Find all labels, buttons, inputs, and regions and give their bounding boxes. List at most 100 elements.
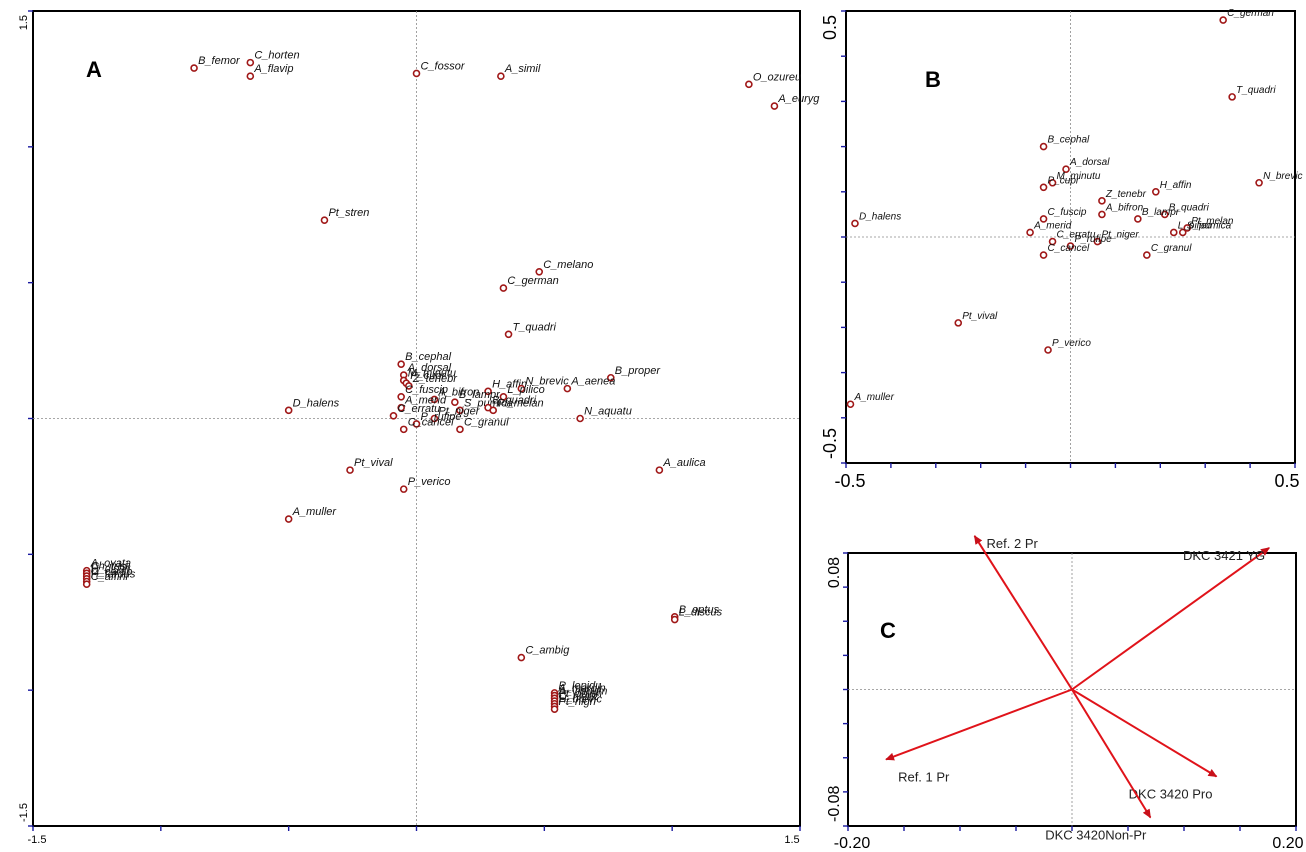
species-point [397,360,405,368]
species-point [670,615,679,624]
species-label: A_merid [1033,220,1072,231]
species-point [576,414,584,423]
species-label: B_femor [198,55,241,67]
species-point [535,267,544,276]
arrow-label: Ref. 1 Pr [898,769,950,784]
arrow-label: Ref. 2 Pr [987,536,1039,551]
species-point [82,580,91,589]
loading-arrow [1071,688,1218,778]
species-point [190,64,198,72]
species-label: Pt_melan [1191,216,1234,227]
species-point [412,420,421,428]
species-point [745,80,753,89]
species-label: C_cancel [1048,243,1090,254]
loading-arrow [973,535,1073,691]
species-label: H_affin [1160,180,1192,191]
species-label: Ch_trisi [91,560,129,572]
species-label: S_pumica [1187,220,1232,231]
species-label: Pt_vival [354,457,393,469]
species-label: A_merid [404,395,447,407]
species-point [1048,237,1057,246]
panel-letter: C [880,618,896,643]
species-label: Pt_oblpn [559,688,602,700]
y-tick-label-min: -0.08 [826,785,843,822]
species-point [517,384,526,393]
species-label: Pt_niger [1101,230,1139,241]
species-label: C_erratu [1057,230,1096,241]
species-label: C_nigric [559,691,600,703]
y-tick-label-max: 0.5 [820,15,840,40]
species-point [499,392,508,401]
species-label: A_simil [504,63,541,75]
species-point [550,705,559,713]
species-point [1044,346,1052,354]
species-label: C_melano [543,259,593,271]
species-point [1098,210,1106,219]
species-label: B_lampr [1142,207,1180,218]
species-label: A_muller [292,506,338,518]
species-point [846,400,855,409]
species-label: Pt_vival [962,311,998,322]
species-label: O_ozureu [753,71,801,83]
species-point [1169,228,1178,237]
species-point [1178,228,1187,237]
species-label: C_german [507,275,558,287]
species-point [430,395,439,404]
species-label: A_ovata [90,558,131,570]
species-point [451,398,459,407]
species-point [1134,215,1142,223]
panel-letter: A [86,57,102,82]
species-label: A_dorsal [1069,157,1110,168]
y-tick-label-max: 0.08 [826,557,843,588]
species-label: L_pilico [507,384,544,396]
species-point [504,330,513,339]
x-tick-label-max: 0.5 [1274,471,1299,491]
species-label: C_cancel [408,416,454,428]
species-label: S_pumica [464,397,513,409]
species-label: C_affini [91,571,129,583]
species-point [320,216,329,224]
species-label: M_minutu [408,367,456,379]
species-label: P_cupr [1048,175,1080,186]
species-label: Z_tenebr [412,373,458,385]
species-label: C_fossor [421,60,466,72]
species-label: P_verico [1052,338,1091,349]
species-point [284,406,293,415]
species-label: H_distin [91,563,131,575]
species-label: H_brevic [559,693,603,705]
species-point [1039,251,1048,259]
species-label: A_aenea [570,376,615,388]
species-point [1160,210,1169,219]
species-point [399,425,408,434]
species-point [563,384,572,393]
species-label: N_aquatu [584,406,632,418]
loading-arrow [1071,547,1270,691]
species-point [1183,224,1192,232]
y-tick-label-max: 1.5 [18,15,30,30]
species-label: Pt_melan [497,397,543,409]
species-label: Z_tenebr [1105,189,1147,200]
species-label: A_dorsal [407,362,452,374]
species-point [1219,16,1227,24]
species-point [770,102,779,110]
species-label: P_rufipe [421,411,462,423]
species-label: A_bifron [1105,202,1144,213]
x-tick-label-min: -0.5 [834,471,865,491]
species-point [1093,237,1102,246]
species-point [430,414,439,423]
species-label: P_rufipe [1075,234,1113,245]
species-label: C_horten [254,50,299,62]
species-label: Pt_niger [438,406,480,418]
arrow-label: DKC 3421 YG [1183,548,1265,563]
panel-b: -0.5 0.5 -0.5 0.5 B C_german T_quadri B_cephal A… [820,8,1302,491]
species-label: Pt_stren [328,207,369,219]
species-label: C_granul [464,416,509,428]
y-tick-label-min: -0.5 [820,428,840,459]
species-point [456,425,464,434]
species-point [1152,188,1160,196]
species-label: A_euryg [777,93,820,105]
species-label: H_tardus [91,569,136,581]
species-point [1039,142,1048,151]
species-point [246,72,255,80]
species-label: C_ambig [525,645,570,657]
